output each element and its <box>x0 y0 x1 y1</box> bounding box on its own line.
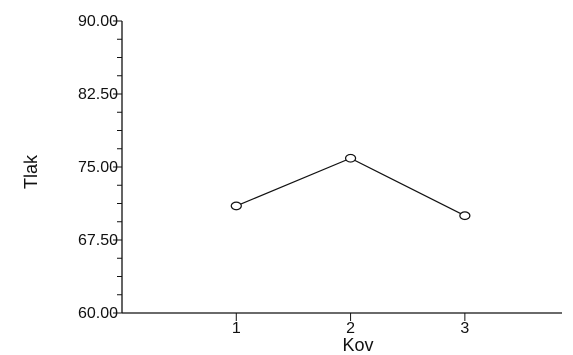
y-tick-labels: 60.00 67.50 75.00 82.50 90.00 <box>78 13 118 322</box>
y-tick-label: 67.50 <box>78 232 118 249</box>
x-axis-label: Kov <box>342 335 373 355</box>
y-tick-label: 75.00 <box>78 159 118 176</box>
series <box>230 153 471 221</box>
data-point <box>344 153 357 163</box>
y-tick-label: 60.00 <box>78 305 118 322</box>
x-tick-label: 1 <box>232 320 241 337</box>
y-ticks <box>113 20 122 314</box>
y-tick-label: 82.50 <box>78 86 118 103</box>
y-axis-label: Tlak <box>21 154 41 189</box>
y-axis: 60.00 67.50 75.00 82.50 90.00 <box>78 13 123 322</box>
x-tick-label: 3 <box>460 320 469 337</box>
x-tick-labels: 1 2 3 <box>232 320 470 337</box>
x-tick-label: 2 <box>346 320 355 337</box>
x-ticks <box>235 313 466 321</box>
series-line <box>236 157 466 217</box>
data-point <box>230 201 242 211</box>
y-tick-label: 90.00 <box>78 13 118 30</box>
x-axis: 1 2 3 <box>122 312 562 337</box>
data-point <box>459 211 471 221</box>
